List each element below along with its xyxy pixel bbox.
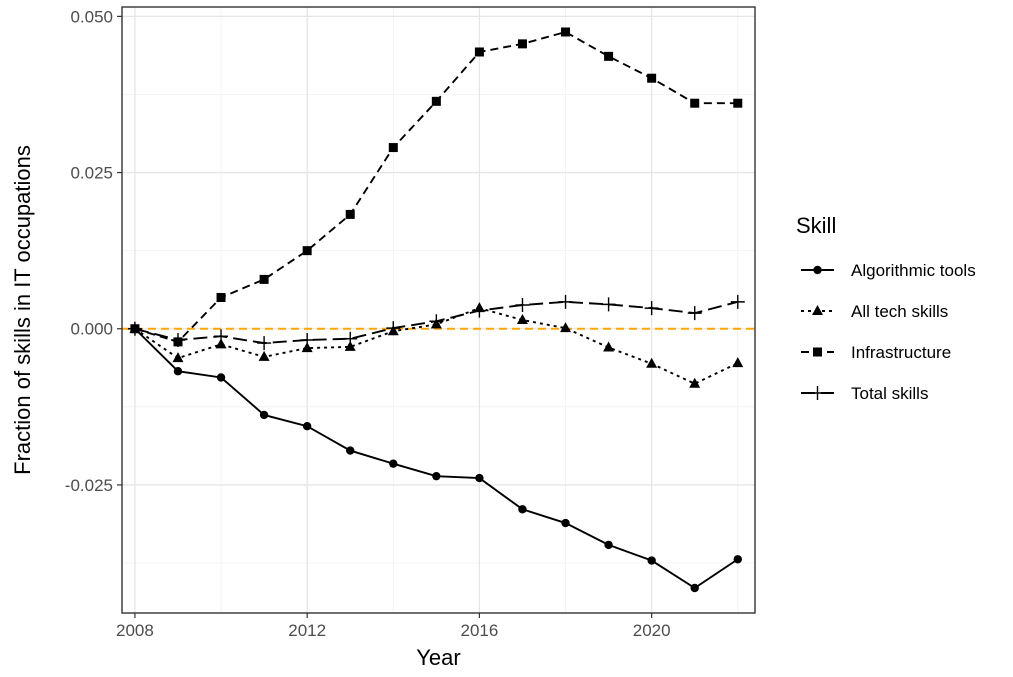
data-point-all-tech-skills	[215, 338, 227, 349]
data-point-infrastructure	[259, 274, 269, 284]
data-point-algorithmic-tools	[604, 540, 613, 550]
series-line-all-tech-skills	[134, 307, 739, 385]
legend-key-marker	[813, 347, 822, 357]
data-point-total-skills	[127, 321, 142, 336]
data-point-algorithmic-tools	[216, 373, 226, 382]
data-point-algorithmic-tools	[302, 422, 312, 431]
data-point-all-tech-skills	[516, 313, 528, 324]
data-point-infrastructure	[561, 27, 571, 37]
data-point-all-tech-skills	[172, 352, 184, 363]
data-point-total-skills	[300, 332, 315, 347]
data-point-all-tech-skills	[732, 357, 744, 368]
x-tick-label: 2012	[288, 621, 326, 640]
data-point-algorithmic-tools	[690, 583, 699, 593]
data-point-algorithmic-tools	[733, 555, 742, 564]
data-point-algorithmic-tools	[346, 446, 355, 455]
data-point-total-skills	[472, 303, 487, 318]
legend: Skill Algorithmic tools All tech skills In…	[796, 213, 976, 403]
data-point-total-skills	[730, 294, 745, 309]
legend-key-marker	[810, 386, 825, 400]
y-axis-ticks: -0.025 0.000 0.025 0.050	[65, 7, 122, 495]
data-point-infrastructure	[604, 51, 614, 61]
series-infrastructure	[130, 27, 743, 347]
data-point-infrastructure	[474, 47, 484, 57]
data-point-infrastructure	[690, 98, 700, 108]
data-point-infrastructure	[388, 143, 398, 153]
legend-label: Algorithmic tools	[851, 261, 976, 280]
legend-title: Skill	[796, 213, 836, 238]
series-algorithmic-tools	[130, 324, 742, 593]
data-point-total-skills	[214, 329, 229, 344]
plot-panel-background	[122, 7, 755, 613]
data-point-total-skills	[515, 298, 530, 313]
series-total-skills	[127, 294, 745, 351]
x-axis-title: Year	[416, 645, 460, 670]
series-layer	[127, 27, 745, 593]
legend-label: Infrastructure	[851, 343, 951, 362]
data-point-total-skills	[601, 297, 616, 312]
data-point-infrastructure	[517, 39, 527, 49]
legend-label: All tech skills	[851, 302, 948, 321]
x-tick-label: 2016	[460, 621, 498, 640]
data-point-infrastructure	[733, 98, 743, 108]
data-point-infrastructure	[345, 209, 355, 219]
x-tick-label: 2020	[633, 621, 671, 640]
data-point-infrastructure	[431, 96, 441, 106]
data-point-all-tech-skills	[344, 340, 356, 351]
data-point-algorithmic-tools	[173, 367, 183, 376]
data-point-algorithmic-tools	[518, 505, 527, 514]
data-point-total-skills	[170, 332, 185, 347]
data-point-algorithmic-tools	[432, 471, 441, 481]
data-point-all-tech-skills	[646, 357, 658, 368]
data-point-infrastructure	[647, 73, 657, 83]
data-point-total-skills	[343, 331, 358, 346]
data-point-total-skills	[386, 321, 401, 336]
y-tick-label: -0.025	[65, 476, 113, 495]
legend-item-total-skills: Total skills	[801, 384, 928, 403]
data-point-algorithmic-tools	[475, 473, 484, 483]
legend-item-algorithmic-tools: Algorithmic tools	[801, 261, 976, 280]
data-point-algorithmic-tools	[561, 518, 570, 528]
y-axis-title: Fraction of skills in IT occupations	[10, 145, 35, 475]
data-point-total-skills	[644, 301, 659, 316]
legend-label: Total skills	[851, 384, 928, 403]
data-point-total-skills	[687, 306, 702, 321]
x-axis-ticks: 2008 2012 2016 2020	[116, 613, 671, 640]
data-point-all-tech-skills	[689, 377, 701, 388]
data-point-infrastructure	[216, 293, 226, 303]
legend-item-infrastructure: Infrastructure	[801, 343, 951, 362]
data-point-total-skills	[257, 336, 272, 351]
x-tick-label: 2008	[116, 621, 154, 640]
data-point-algorithmic-tools	[389, 459, 398, 468]
data-point-algorithmic-tools	[259, 410, 269, 420]
data-point-total-skills	[558, 294, 573, 309]
data-point-all-tech-skills	[301, 342, 313, 353]
data-point-total-skills	[429, 314, 444, 329]
plot-panel-border	[121, 6, 756, 614]
y-tick-label: 0.000	[70, 320, 113, 339]
legend-key-marker	[812, 305, 823, 315]
data-point-all-tech-skills	[258, 350, 270, 361]
data-point-algorithmic-tools	[647, 556, 656, 565]
data-point-infrastructure	[302, 246, 312, 256]
legend-item-all-tech-skills: All tech skills	[801, 302, 948, 321]
data-point-all-tech-skills	[560, 322, 572, 333]
y-tick-label: 0.025	[70, 164, 113, 183]
y-tick-label: 0.050	[70, 7, 113, 26]
legend-key-marker	[813, 265, 822, 275]
data-point-all-tech-skills	[603, 341, 615, 352]
